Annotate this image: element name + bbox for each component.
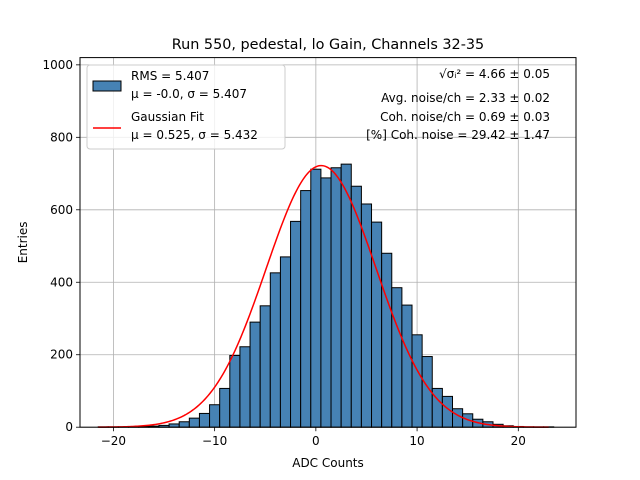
fit-line <box>98 164 549 428</box>
x-tick-label: 10 <box>409 434 424 448</box>
y-axis-label: Entries <box>16 222 30 264</box>
y-tick-label: 0 <box>65 420 73 434</box>
histogram-bar <box>209 404 221 428</box>
x-tick-label: 20 <box>511 434 526 448</box>
histogram-bar <box>300 190 312 428</box>
legend-histogram-stats: μ = -0.0, σ = 5.407 <box>131 87 247 101</box>
x-axis-label: ADC Counts <box>292 456 364 470</box>
plot-frame <box>79 57 577 428</box>
annotation-avg-noise: Avg. noise/ch = 2.33 ± 0.02 <box>381 91 550 105</box>
y-axis-ticks: 0 200 400 600 800 1000 <box>42 58 80 434</box>
histogram-bars <box>97 163 555 428</box>
chart-title: Run 550, pedestal, lo Gain, Channels 32-… <box>172 37 484 53</box>
stats-annotations: √σᵢ² = 4.66 ± 0.05 Avg. noise/ch = 2.33 … <box>366 67 550 142</box>
histogram-bar <box>371 221 383 428</box>
x-tick-label: 0 <box>312 434 320 448</box>
histogram-bar <box>401 304 413 428</box>
gaussian-fit-curve <box>98 164 549 428</box>
legend-box <box>86 64 286 150</box>
histogram-bar <box>279 256 292 428</box>
x-tick-label: −20 <box>101 434 126 448</box>
legend-fit-stats: μ = 0.525, σ = 5.432 <box>131 128 258 142</box>
histogram-bar <box>269 272 281 428</box>
histogram-bar <box>188 417 200 428</box>
annotation-rms: √σᵢ² = 4.66 ± 0.05 <box>439 67 550 81</box>
legend-fit-name: Gaussian Fit <box>131 110 204 124</box>
y-tick-label: 400 <box>50 275 73 289</box>
histogram-bar <box>290 220 302 428</box>
histogram-bar <box>219 387 231 428</box>
histogram-bar <box>320 177 332 428</box>
histogram-bar <box>452 408 464 428</box>
histogram-bar <box>360 203 373 428</box>
histogram-bar <box>198 412 211 428</box>
histogram-bar <box>178 421 190 428</box>
y-tick-label: 200 <box>50 348 73 362</box>
histogram-bar <box>411 334 423 428</box>
histogram-bar <box>330 167 342 428</box>
legend-histogram-name: RMS = 5.407 <box>131 69 209 83</box>
histogram-bar <box>229 354 241 428</box>
annotation-coh-noise: Coh. noise/ch = 0.69 ± 0.03 <box>380 110 550 124</box>
histogram-bar <box>340 163 352 428</box>
annotation-coh-percent: [%] Coh. noise = 29.42 ± 1.47 <box>366 128 550 142</box>
histogram-bar <box>239 346 251 428</box>
legend: RMS = 5.407 μ = -0.0, σ = 5.407 Gaussian… <box>86 64 286 150</box>
x-tick-label: −10 <box>202 434 227 448</box>
histogram-bar <box>259 305 271 428</box>
y-tick-label: 1000 <box>42 58 73 72</box>
histogram-bar <box>310 168 322 428</box>
y-tick-label: 600 <box>50 203 73 217</box>
histogram-bar <box>381 252 393 428</box>
y-tick-label: 800 <box>50 130 73 144</box>
x-axis-ticks: −20 −10 0 10 20 <box>101 427 526 448</box>
histogram-bar <box>249 321 261 428</box>
histogram-bar <box>391 287 403 428</box>
legend-histogram-swatch <box>92 80 122 92</box>
